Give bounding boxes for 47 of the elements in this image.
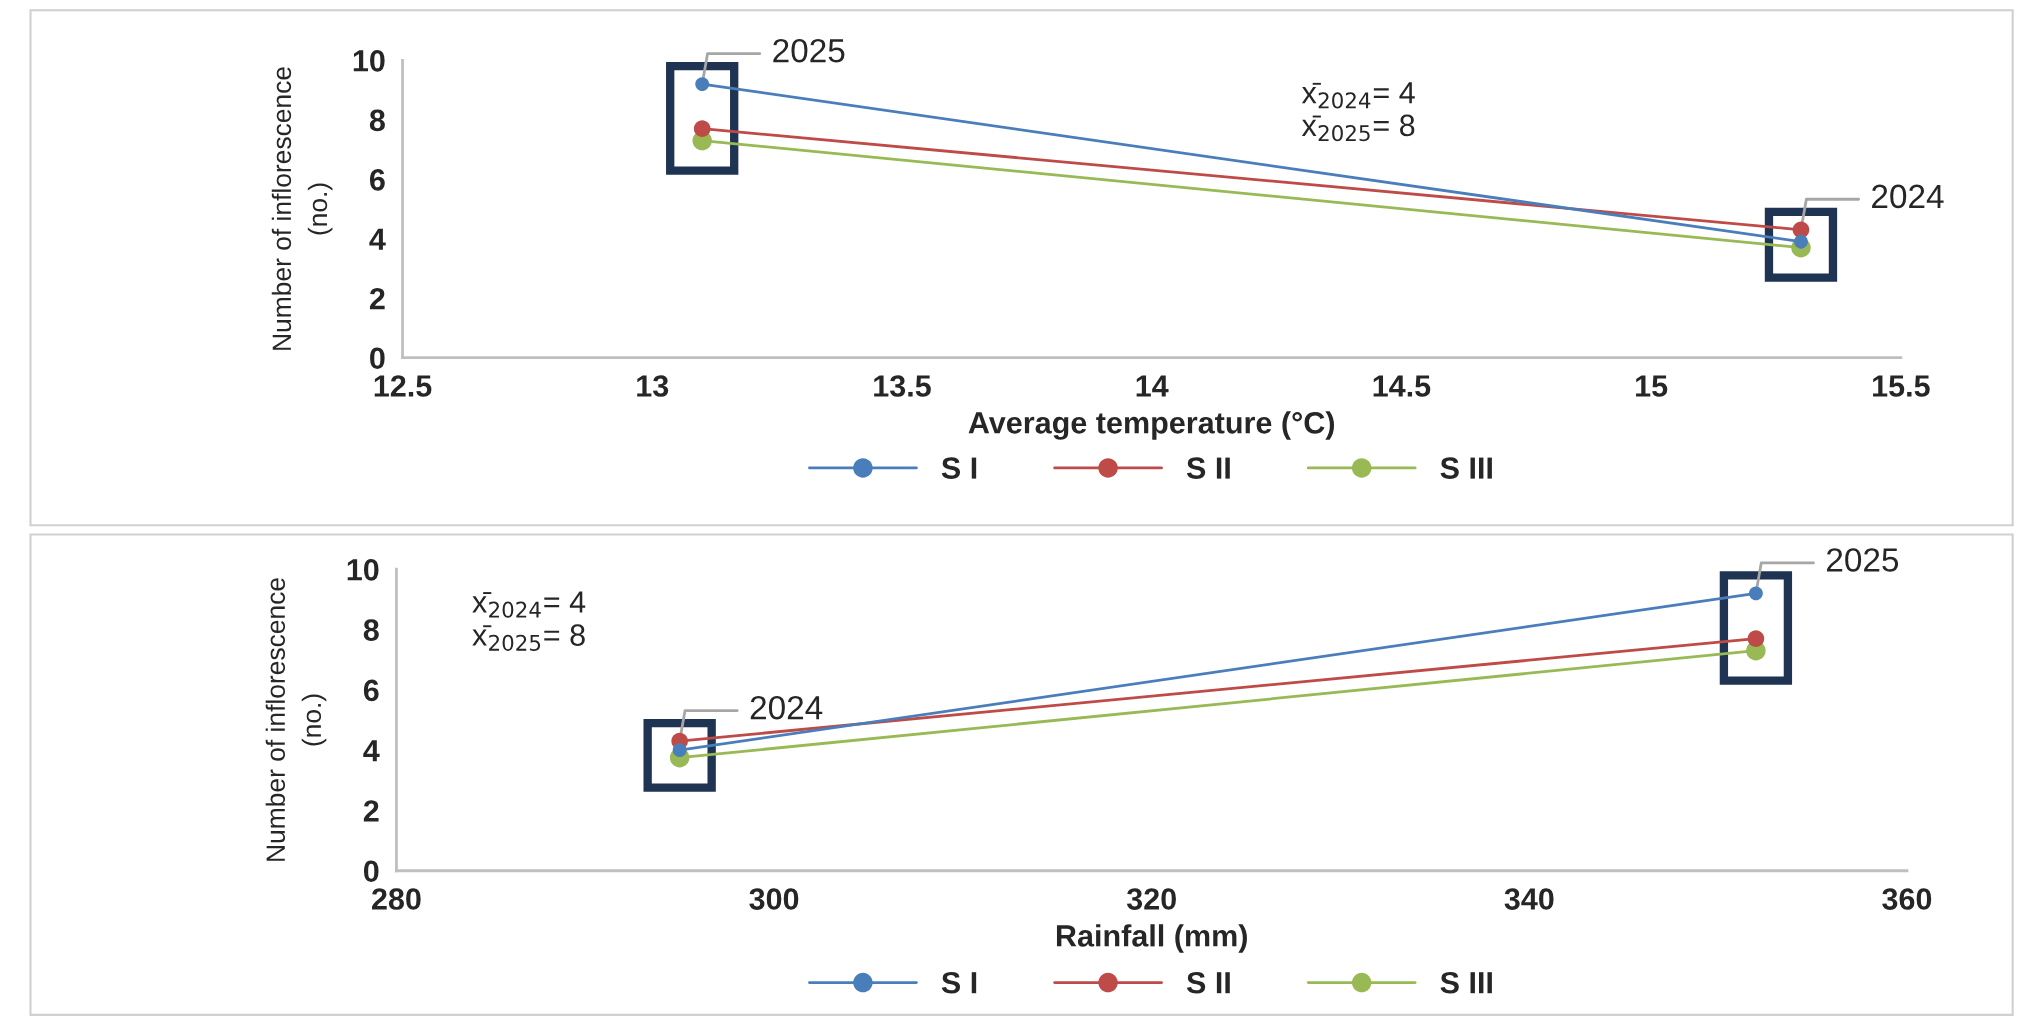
x-tick-label: 13.5	[874, 375, 931, 397]
legend-label: S II	[1186, 971, 1230, 994]
point	[1748, 586, 1763, 601]
point	[672, 743, 687, 758]
x-tick-label: 14	[1136, 375, 1169, 397]
x-tick-label: 280	[372, 888, 421, 910]
x-tick-label: 300	[749, 888, 799, 910]
y-axis-title: Number of inflorescence (no.)	[265, 578, 327, 861]
y-tick-label: 6	[363, 679, 379, 702]
annotation: 2024	[1872, 184, 1944, 209]
annotation: 2025	[1827, 548, 1899, 572]
x-tick-label: 14.5	[1373, 375, 1431, 397]
x-axis-title: Rainfall (mm)	[1056, 924, 1247, 953]
y-tick-label: 4	[363, 740, 380, 762]
legend-label: S III	[1440, 457, 1492, 479]
y-tick-label: 10	[353, 50, 385, 72]
x-tick-label: 340	[1504, 888, 1554, 910]
legend-label: S I	[941, 971, 977, 994]
x-tick-label: 15.5	[1873, 375, 1930, 397]
y-tick-label: 8	[369, 109, 385, 132]
annotation: x̄$_{2025}$= 8	[1301, 114, 1415, 142]
y-tick-label: 2	[369, 287, 385, 310]
y-tick-label: 0	[370, 347, 385, 370]
annotation: x̄$_{2024}$= 4	[1301, 82, 1415, 109]
x-tick-label: 13	[637, 375, 669, 397]
y-tick-label: 0	[363, 860, 379, 883]
point	[1747, 630, 1765, 647]
annotation: x̄$_{2025}$= 8	[472, 624, 585, 651]
legend-label: S I	[941, 457, 977, 479]
point	[693, 120, 711, 138]
x-axis-title: Average temperature (°C)	[968, 411, 1335, 440]
y-axis-title: Number of inflorescence (no.)	[271, 67, 333, 350]
x-tick-label: 15	[1636, 375, 1668, 397]
y-tick-label: 8	[363, 619, 379, 641]
y-tick-label: 10	[347, 558, 379, 581]
annotation: 2025	[773, 38, 845, 63]
x-tick-label: 320	[1126, 888, 1176, 910]
annotation: 2024	[750, 695, 823, 720]
y-tick-label: 2	[363, 800, 379, 822]
x-tick-label: 12.5	[374, 375, 432, 397]
annotation: x̄$_{2024}$= 4	[472, 591, 586, 618]
y-tick-label: 4	[369, 228, 386, 250]
y-tick-label: 6	[369, 168, 385, 191]
legend-label: S II	[1186, 457, 1230, 479]
point	[695, 77, 710, 92]
x-tick-label: 360	[1882, 888, 1932, 910]
legend-label: S III	[1440, 971, 1492, 994]
